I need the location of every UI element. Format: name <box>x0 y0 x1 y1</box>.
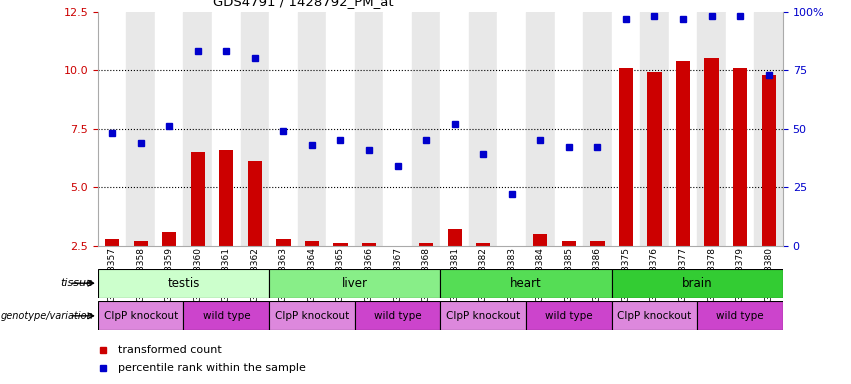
Bar <box>248 161 262 246</box>
Bar <box>441 301 526 330</box>
Text: genotype/variation: genotype/variation <box>1 311 94 321</box>
Text: ClpP knockout: ClpP knockout <box>104 311 178 321</box>
Bar <box>526 301 612 330</box>
Text: ClpP knockout: ClpP knockout <box>446 311 520 321</box>
Bar <box>448 229 462 246</box>
Text: ClpP knockout: ClpP knockout <box>275 311 349 321</box>
Text: wild type: wild type <box>203 311 250 321</box>
Bar <box>298 12 326 246</box>
Bar <box>105 239 119 246</box>
Bar <box>669 12 697 246</box>
Bar <box>269 269 441 298</box>
Bar <box>305 241 319 246</box>
Bar <box>162 232 176 246</box>
Bar <box>640 12 669 246</box>
Bar <box>412 12 441 246</box>
Bar <box>212 12 241 246</box>
Text: wild type: wild type <box>717 311 764 321</box>
Bar <box>612 301 697 330</box>
Bar <box>676 61 690 246</box>
Bar <box>648 73 661 246</box>
Bar <box>355 12 383 246</box>
Bar <box>733 68 747 246</box>
Bar <box>98 301 184 330</box>
Bar <box>269 301 355 330</box>
Bar <box>98 269 269 298</box>
Bar <box>98 12 127 246</box>
Bar <box>441 269 612 298</box>
Bar <box>277 239 290 246</box>
Bar <box>441 12 469 246</box>
Text: wild type: wild type <box>545 311 592 321</box>
Bar <box>526 12 555 246</box>
Bar <box>726 12 754 246</box>
Text: transformed count: transformed count <box>118 345 222 356</box>
Bar <box>555 12 583 246</box>
Bar <box>241 12 269 246</box>
Bar <box>334 243 347 246</box>
Bar <box>762 75 776 246</box>
Text: percentile rank within the sample: percentile rank within the sample <box>118 362 306 373</box>
Bar <box>191 152 205 246</box>
Bar <box>134 241 148 246</box>
Bar <box>583 12 612 246</box>
Bar <box>476 243 490 246</box>
Title: GDS4791 / 1428792_PM_at: GDS4791 / 1428792_PM_at <box>213 0 394 8</box>
Bar <box>562 241 576 246</box>
Bar <box>612 269 783 298</box>
Bar <box>619 68 633 246</box>
Bar <box>355 301 441 330</box>
Bar <box>184 301 269 330</box>
Bar <box>269 12 298 246</box>
Text: ClpP knockout: ClpP knockout <box>617 311 692 321</box>
Bar <box>697 301 783 330</box>
Text: testis: testis <box>168 277 200 290</box>
Bar <box>591 241 604 246</box>
Bar <box>362 243 376 246</box>
Bar <box>705 58 719 246</box>
Bar <box>326 12 355 246</box>
Bar <box>612 12 640 246</box>
Bar <box>220 150 233 246</box>
Text: brain: brain <box>682 277 712 290</box>
Bar <box>127 12 155 246</box>
Bar <box>155 12 184 246</box>
Bar <box>754 12 783 246</box>
Bar <box>419 243 433 246</box>
Bar <box>534 234 547 246</box>
Bar <box>184 12 212 246</box>
Bar <box>469 12 498 246</box>
Bar <box>697 12 726 246</box>
Bar <box>498 12 526 246</box>
Bar <box>383 12 412 246</box>
Text: heart: heart <box>510 277 542 290</box>
Text: tissue: tissue <box>60 278 94 288</box>
Text: liver: liver <box>342 277 368 290</box>
Text: wild type: wild type <box>374 311 421 321</box>
